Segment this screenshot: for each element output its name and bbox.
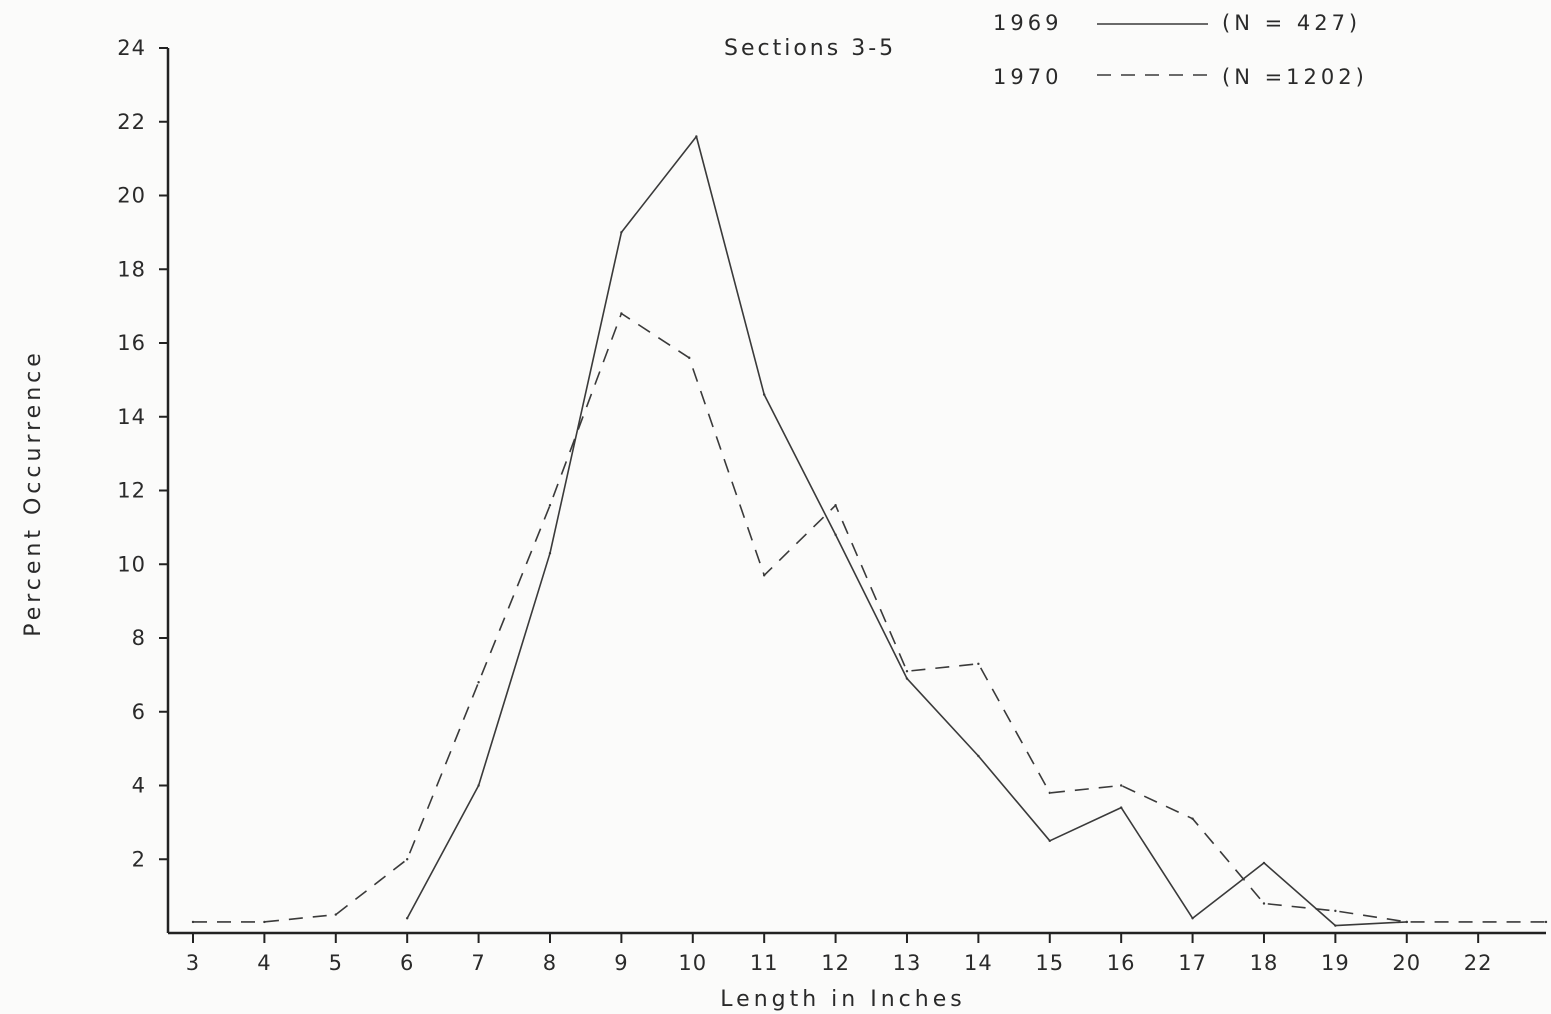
y-tick-label-12: 12	[117, 479, 146, 503]
data-point-1970-14	[1191, 817, 1194, 820]
y-tick-label-16: 16	[117, 331, 146, 355]
x-tick-label-15: 15	[1035, 951, 1064, 975]
data-point-1970-18	[1544, 920, 1548, 924]
y-axis-title: Percent Occurrence	[21, 349, 46, 637]
x-tick-label-9: 9	[614, 951, 628, 975]
data-point-1969-13	[1334, 924, 1337, 927]
y-tick-label-10: 10	[117, 552, 146, 576]
data-point-1970-2	[334, 913, 337, 916]
data-point-1970-11	[977, 662, 980, 666]
legend-n-1969: (N = 427)	[1222, 11, 1361, 35]
y-tick-label-2: 2	[132, 847, 146, 871]
x-tick-label-6: 6	[400, 951, 414, 975]
x-tick-label-20: 20	[1392, 951, 1421, 975]
x-tick-label-7: 7	[471, 951, 485, 975]
legend-n-1970: (N =1202)	[1222, 65, 1368, 89]
data-point-1970-15	[1262, 902, 1266, 905]
data-point-1970-16	[1334, 909, 1337, 913]
y-tick-label-8: 8	[132, 626, 146, 650]
y-tick-label-20: 20	[117, 184, 146, 208]
series-lines	[191, 135, 1548, 927]
data-point-1970-13	[1119, 784, 1123, 787]
chart-title: Sections 3-5	[724, 36, 896, 61]
x-axis-title: Length in Inches	[720, 987, 965, 1012]
legend-item-1970: 1970 (N =1202)	[993, 65, 1368, 89]
data-point-1969-2	[548, 551, 552, 555]
data-point-1970-17	[1405, 920, 1408, 924]
x-tick-label-13: 13	[893, 951, 922, 975]
x-tick-label-10: 10	[678, 951, 707, 975]
x-tick-label-12: 12	[821, 951, 850, 975]
x-tick-label-8: 8	[543, 951, 557, 975]
data-point-1969-5	[762, 393, 766, 396]
y-tick-label-18: 18	[117, 257, 146, 281]
x-tick-label-16: 16	[1107, 951, 1136, 975]
data-point-1970-6	[620, 312, 623, 315]
data-point-1970-3	[405, 858, 409, 861]
legend: 1969 (N = 427) 1970 (N =1202)	[993, 11, 1368, 89]
data-point-1969-9	[1048, 839, 1051, 843]
x-tick-label-17: 17	[1178, 951, 1207, 975]
x-tick-label-3: 3	[186, 951, 200, 975]
x-tick-label-18: 18	[1250, 951, 1279, 975]
y-tick-label-6: 6	[132, 700, 146, 724]
data-point-1969-7	[905, 677, 909, 680]
x-tick-label-11: 11	[750, 951, 779, 975]
data-point-1969-10	[1119, 806, 1123, 809]
legend-item-1969: 1969 (N = 427)	[993, 11, 1361, 35]
data-point-1969-1	[477, 784, 480, 787]
y-tick-label-22: 22	[117, 110, 146, 134]
series-line-1969	[406, 135, 1407, 927]
series-line-1970	[193, 312, 1546, 923]
data-point-1969-4	[695, 135, 698, 138]
data-point-1969-0	[405, 917, 409, 920]
x-tick-label-14: 14	[964, 951, 993, 975]
legend-label-1970: 1970	[993, 65, 1062, 89]
y-tick-label-14: 14	[117, 405, 146, 429]
data-point-1970-12	[1048, 791, 1051, 795]
data-point-1969-3	[620, 231, 623, 234]
data-point-1969-8	[977, 754, 980, 758]
data-point-1970-8	[762, 574, 766, 577]
y-tick-label-24: 24	[117, 36, 146, 60]
x-tick-label-22: 22	[1464, 951, 1493, 975]
data-point-1970-9	[834, 504, 837, 507]
data-point-1969-11	[1191, 917, 1194, 920]
y-tick-label-4: 4	[132, 774, 146, 798]
legend-label-1969: 1969	[993, 11, 1062, 35]
data-point-1969-6	[834, 533, 837, 536]
data-point-1970-10	[905, 669, 909, 673]
data-point-1970-0	[191, 920, 195, 924]
data-point-1970-1	[263, 920, 266, 924]
data-point-1969-12	[1262, 861, 1266, 865]
x-tick-label-19: 19	[1321, 951, 1350, 975]
ticks: 3 4 5 6 7 8 9 10 11 12 13 14 15 16 17 18 19 20 22246810121…	[117, 36, 1493, 975]
data-point-1970-7	[688, 356, 691, 359]
data-point-1970-4	[477, 681, 480, 684]
x-tick-label-5: 5	[329, 951, 343, 975]
axes	[166, 48, 1546, 935]
data-point-1970-5	[548, 504, 552, 507]
x-tick-label-4: 4	[257, 951, 271, 975]
